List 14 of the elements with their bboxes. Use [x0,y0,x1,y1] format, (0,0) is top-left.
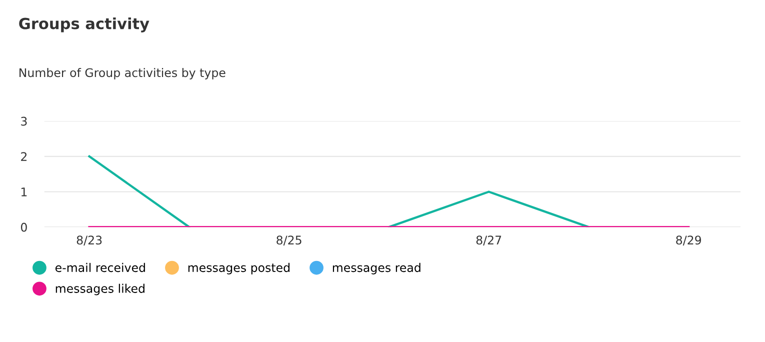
x-tick-label: 8/29 [676,236,702,246]
y-tick-label: 3 [21,116,27,126]
y-tick-label: 2 [21,152,27,161]
x-tick-label: 8/25 [276,236,302,246]
legend-label: messages liked [56,284,144,296]
y-tick-label: 1 [21,188,27,196]
x-tick-label: 8/23 [76,236,102,246]
x-tick-label: 8/27 [476,236,502,246]
legend-label: messages read [332,262,420,274]
legend-label: messages posted [188,262,290,274]
legend-label: e-mail received [55,262,145,272]
chart-title: Groups activity [19,17,150,32]
chart-subtitle: Number of Group activities by type [20,68,226,80]
y-tick-label: 0 [20,222,27,232]
